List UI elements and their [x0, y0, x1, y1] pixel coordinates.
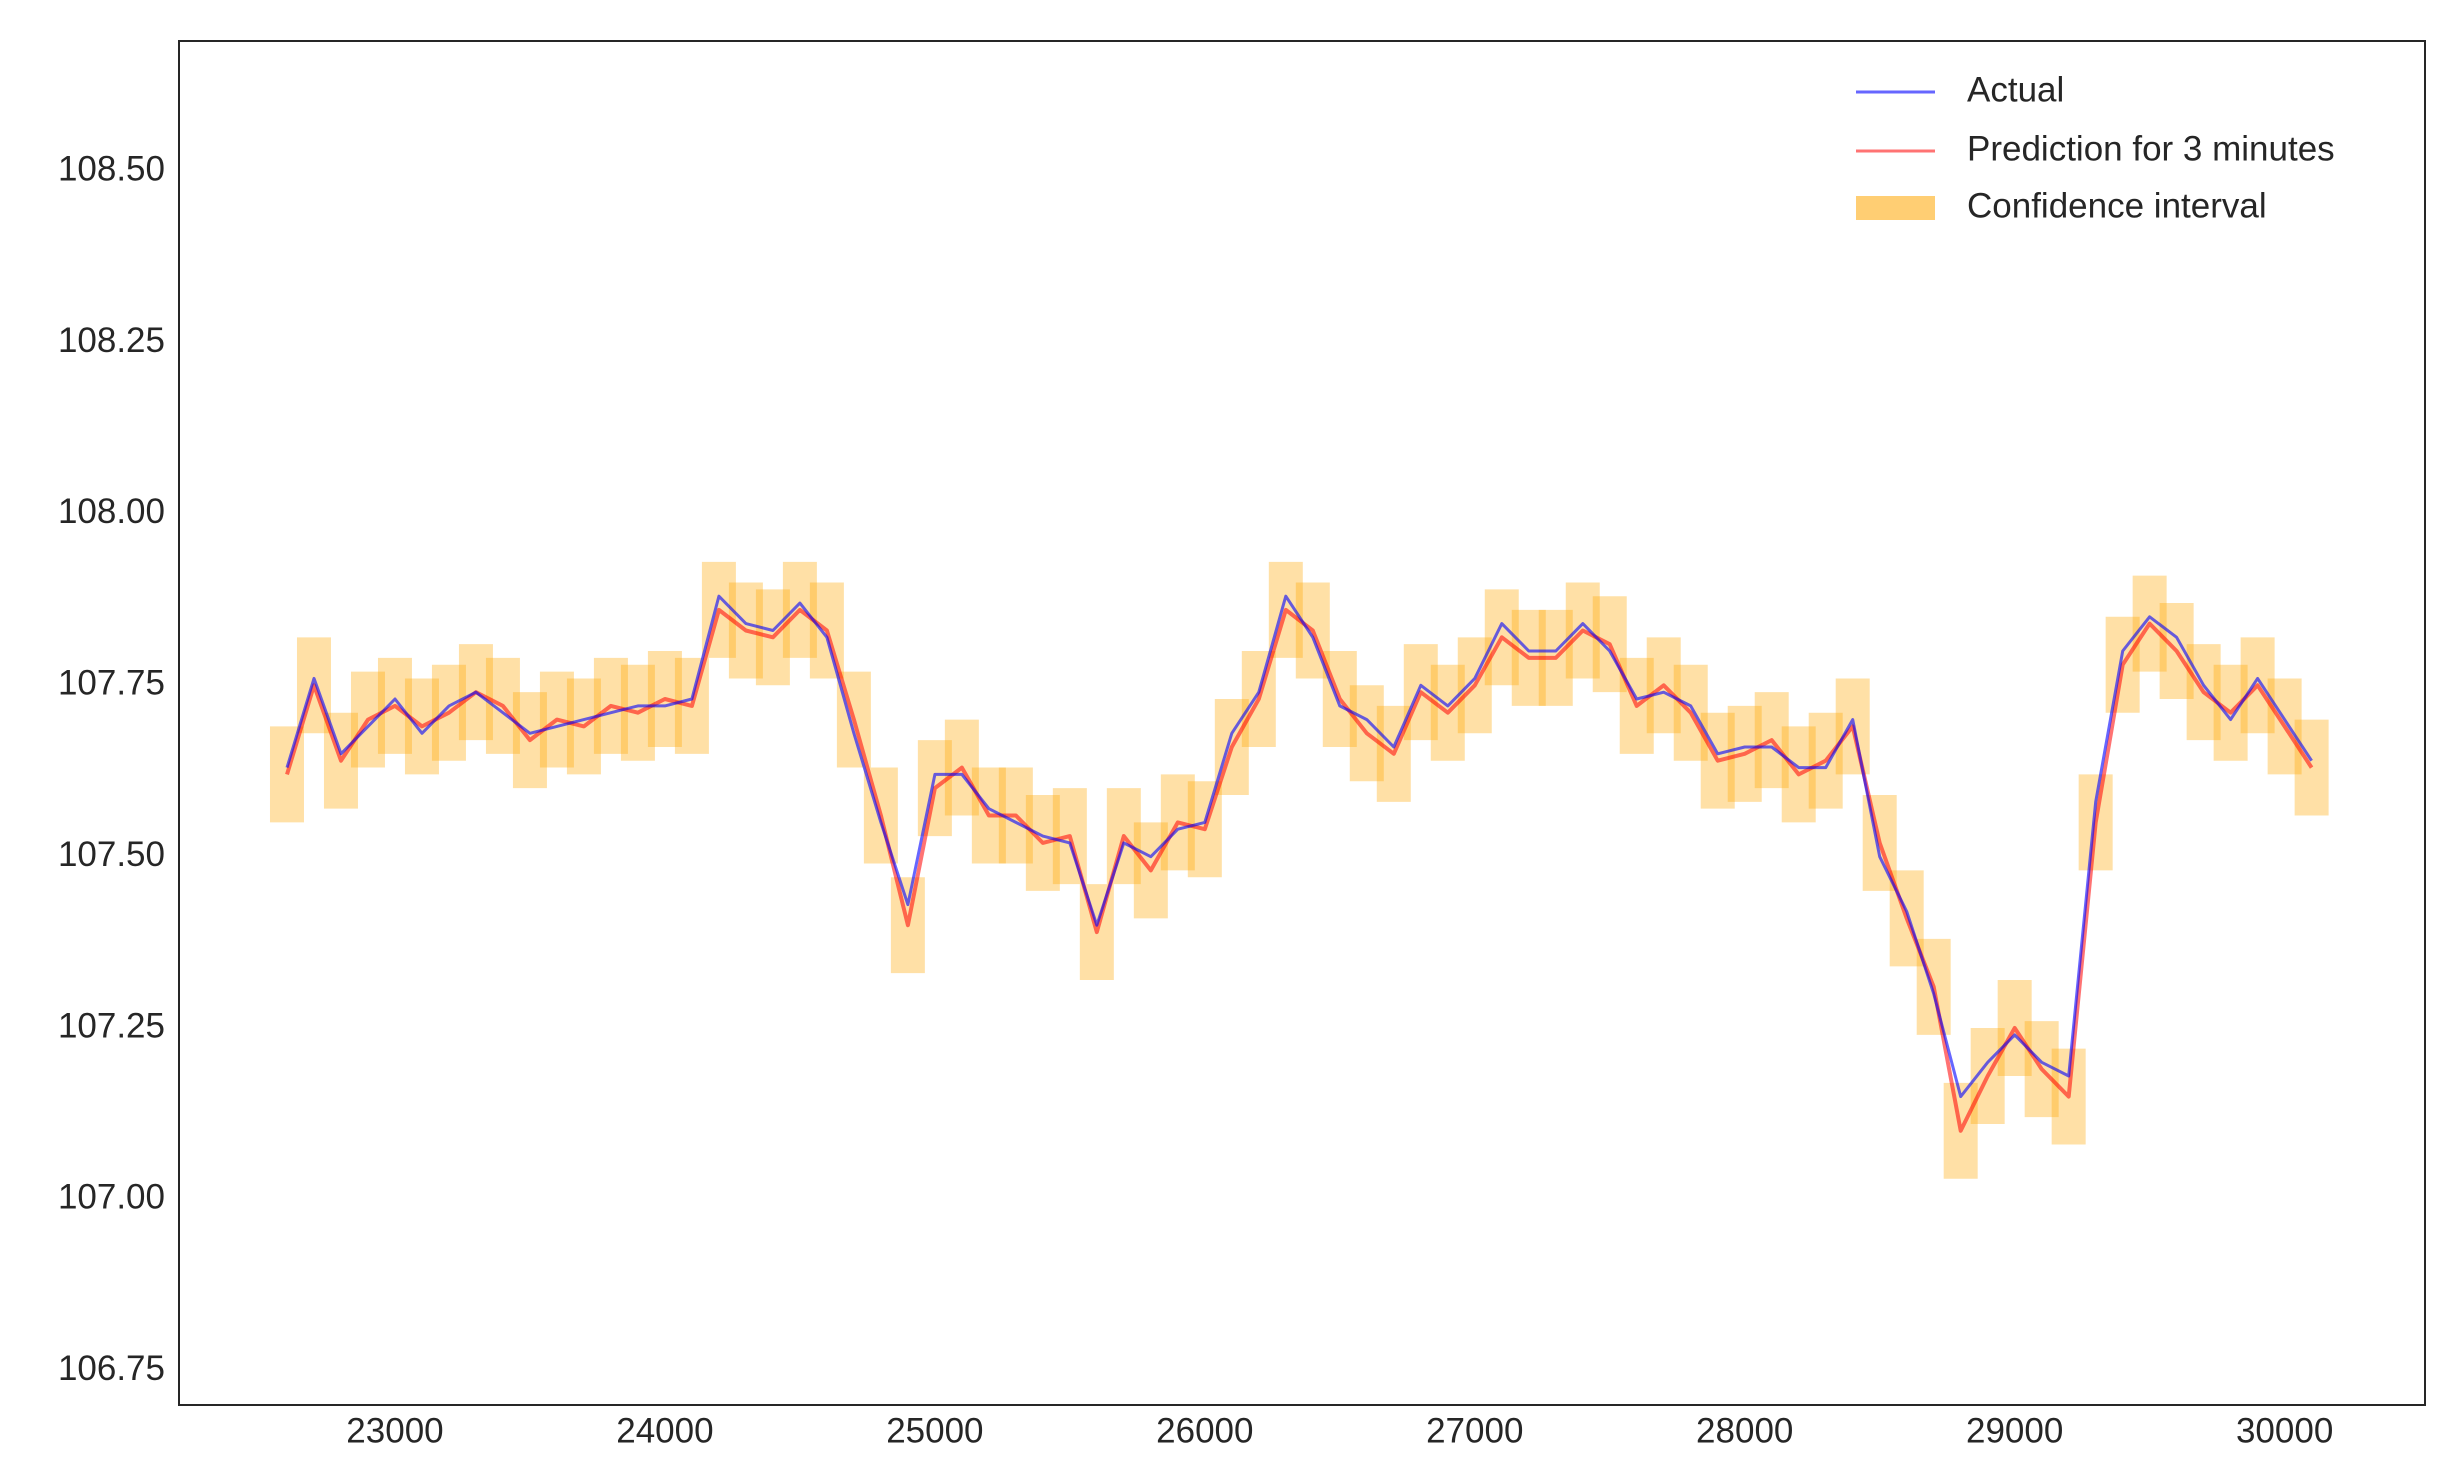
legend-swatch [1856, 196, 1935, 220]
legend-label: Actual [1967, 70, 2064, 109]
y-tick-label: 108.25 [58, 321, 165, 360]
x-tick-label: 23000 [346, 1411, 443, 1450]
y-tick-label: 108.50 [58, 149, 165, 188]
x-tick-label: 27000 [1426, 1411, 1523, 1450]
x-tick-label: 29000 [1966, 1411, 2063, 1450]
y-tick-label: 107.00 [58, 1178, 165, 1217]
x-tick-label: 26000 [1156, 1411, 1253, 1450]
plot-frame [178, 40, 2426, 1406]
legend-label: Confidence interval [1967, 186, 2267, 225]
y-tick-label: 107.50 [58, 835, 165, 874]
y-tick-label: 108.00 [58, 492, 165, 531]
x-tick-label: 30000 [2236, 1411, 2333, 1450]
legend-label: Prediction for 3 minutes [1967, 129, 2335, 168]
x-tick-label: 28000 [1696, 1411, 1793, 1450]
y-tick-label: 107.25 [58, 1006, 165, 1045]
x-tick-label: 24000 [616, 1411, 713, 1450]
series-line [285, 594, 2313, 1099]
y-tick-label: 107.75 [58, 664, 165, 703]
y-tick-label: 106.75 [58, 1349, 165, 1388]
x-tick-label: 25000 [886, 1411, 983, 1450]
